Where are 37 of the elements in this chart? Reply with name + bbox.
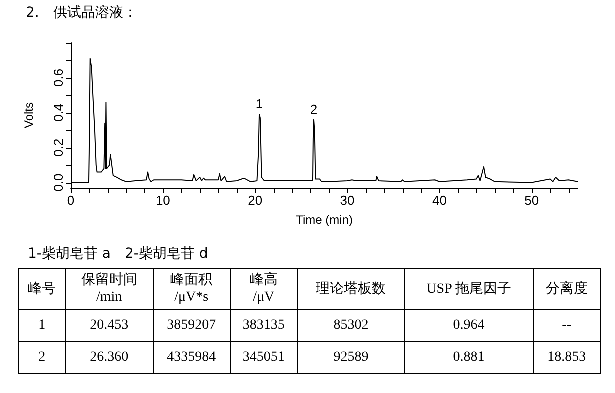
text: 0.964 — [404, 310, 534, 342]
x-tick-label: 0 — [67, 193, 75, 208]
text: 92589 — [298, 342, 405, 374]
x-tick-label: 10 — [156, 193, 170, 208]
text: 18.853 — [533, 342, 600, 374]
annotation: 2 — [310, 102, 318, 117]
text: 1 — [18, 310, 66, 342]
text: 峰高 /μV — [230, 268, 298, 310]
text: 理论塔板数 — [298, 268, 405, 310]
x-tick-label: 30 — [340, 193, 355, 208]
text: 峰号 — [18, 268, 66, 310]
chart-title: 2. 供试品溶液： — [26, 4, 138, 22]
text: 峰面积 /μV*s — [153, 268, 230, 310]
text: 20.453 — [66, 310, 154, 342]
text: -- — [533, 310, 600, 342]
text: 分离度 — [533, 268, 600, 310]
x-axis-title: Time (min) — [296, 213, 353, 227]
x-tick-label: 20 — [248, 193, 263, 208]
text: 1-柴胡皂苷 a 2-柴胡皂苷 d — [28, 245, 208, 263]
text: 26.360 — [66, 342, 154, 374]
text: 0.881 — [404, 342, 534, 374]
y-tick-label: 0.6 — [51, 68, 66, 87]
y-axis-title: Volts — [22, 102, 36, 129]
y-tick-label: 0.4 — [51, 104, 66, 122]
text: 383135 — [230, 310, 298, 342]
y-tick-label: 0.0 — [51, 174, 66, 192]
text: 3859207 — [153, 310, 230, 342]
y-tick-label: 0.2 — [51, 138, 66, 157]
text: 4335984 — [153, 342, 230, 374]
text: 保留时间 /min — [66, 268, 154, 310]
text: 2 — [18, 342, 66, 374]
annotation: 1 — [256, 96, 264, 112]
text: 85302 — [298, 310, 405, 342]
x-tick-label: 50 — [524, 193, 540, 208]
x-tick-label: 40 — [432, 193, 447, 208]
text: USP 拖尾因子 — [404, 268, 534, 310]
text: 345051 — [230, 342, 298, 374]
